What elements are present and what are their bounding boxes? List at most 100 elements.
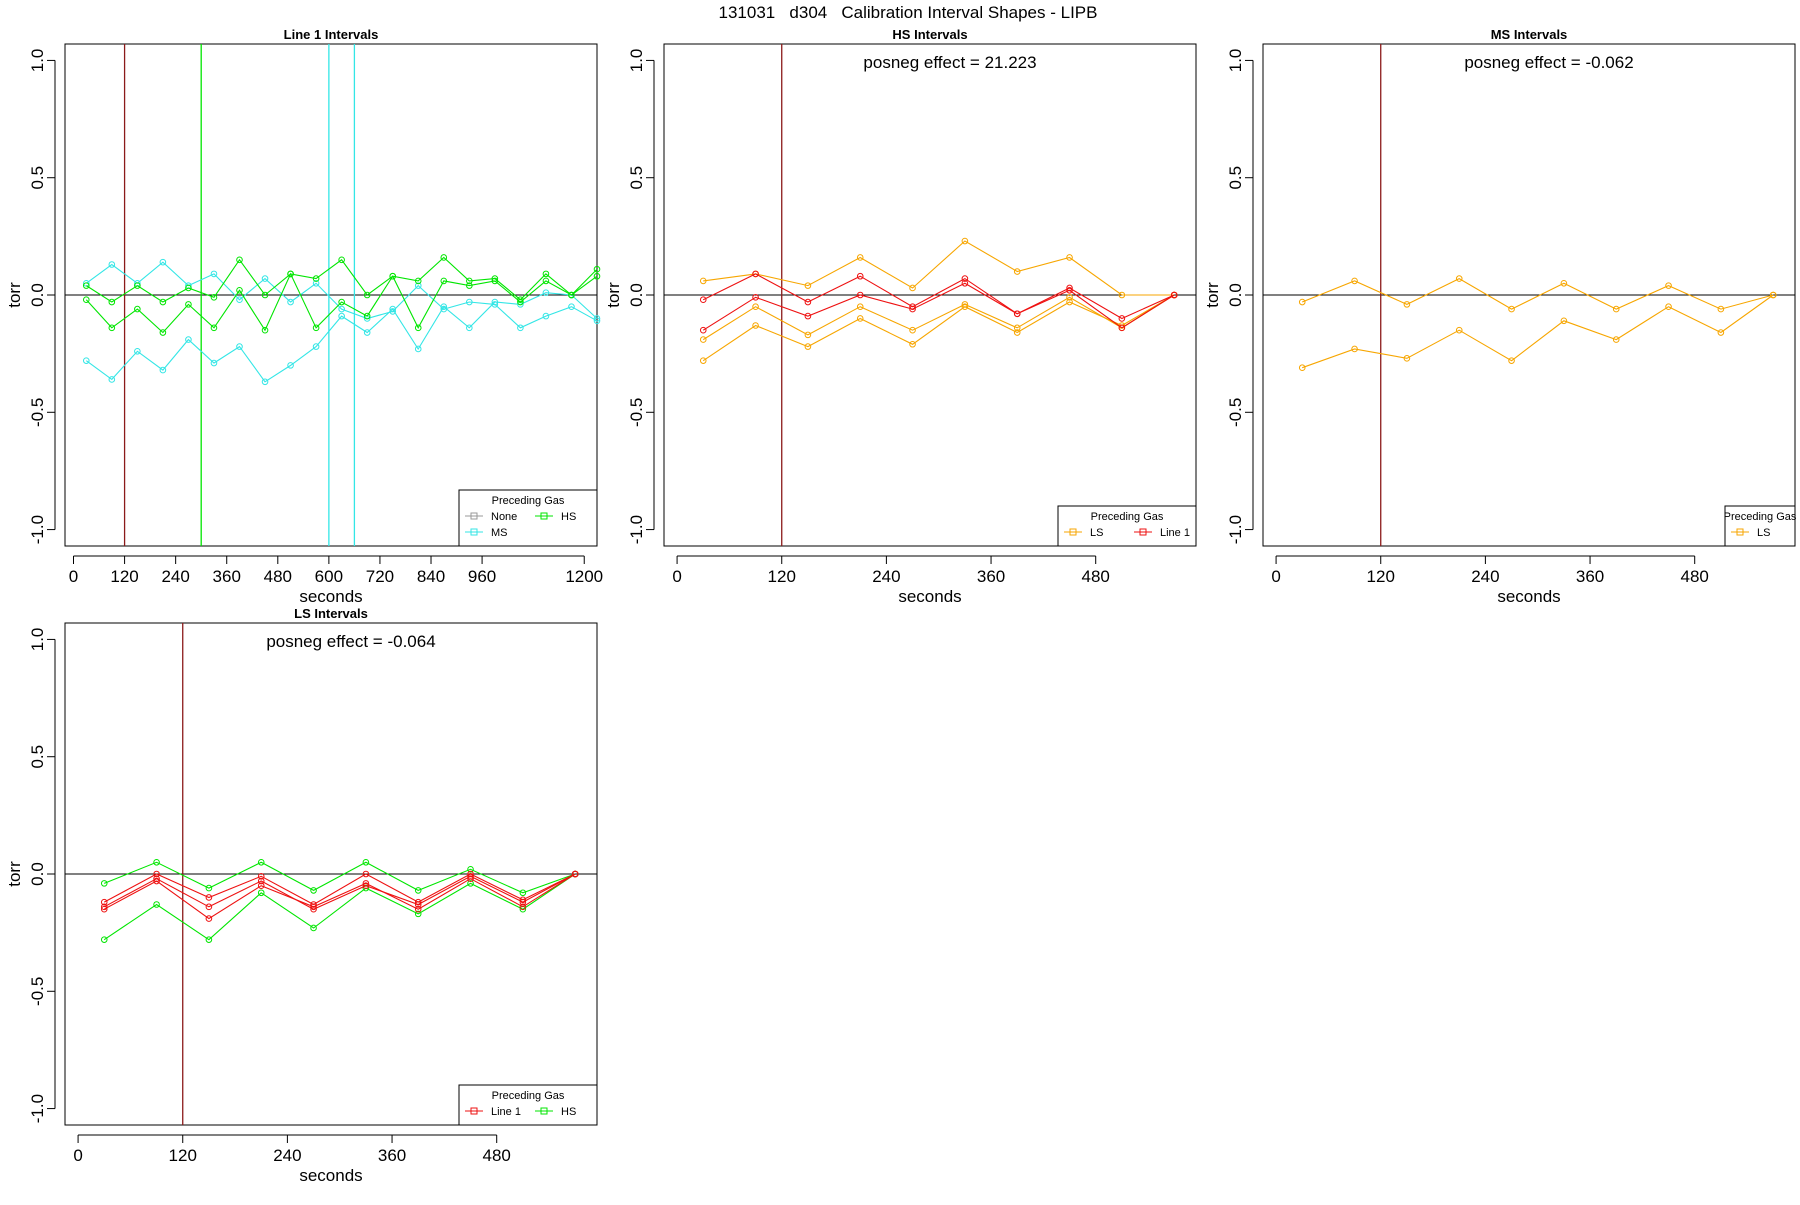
data-point: [153, 901, 160, 908]
data-point: [205, 894, 213, 901]
data-point: [1118, 324, 1126, 332]
data-point: [804, 282, 812, 289]
data-point: [312, 279, 320, 287]
data-point: [100, 903, 108, 911]
x-tick-label: 0: [1271, 567, 1280, 586]
data-point: [414, 282, 422, 289]
legend-entry-label: HS: [561, 511, 576, 523]
data-point: [542, 289, 550, 296]
data-point: [414, 887, 422, 894]
panel-title: HS Intervals: [892, 27, 967, 42]
data-point: [82, 282, 90, 289]
data-point: [1665, 282, 1672, 289]
data-point: [108, 324, 116, 332]
data-point: [338, 312, 345, 320]
series-line: [85, 261, 598, 329]
data-point: [856, 315, 864, 322]
data-point: [856, 303, 864, 311]
data-point: [1351, 345, 1358, 353]
legend-swatch-marker: [1069, 528, 1077, 536]
chart-panel-1: Line 1 Intervals 0 120 240 360 480 600 720 840 96…: [5, 27, 603, 606]
data-point: [257, 873, 265, 880]
x-tick-label: 840: [417, 567, 445, 586]
data-point: [593, 272, 601, 280]
x-tick-label: 960: [468, 567, 496, 586]
posneg-annotation: posneg effect = -0.064: [266, 632, 435, 651]
series-line: [103, 873, 576, 906]
x-tick-label: 600: [315, 567, 343, 586]
legend-entry-label: MS: [491, 527, 508, 539]
data-point: [159, 258, 167, 266]
data-point: [699, 326, 707, 334]
chart-panel-3: MS Intervals 0 120 240 360 480 seconds -1.0 -0.5…: [1203, 27, 1797, 606]
figure-title: 131031 d304 Calibration Interval Shapes …: [719, 3, 1098, 22]
data-point: [100, 905, 108, 913]
series-line: [703, 240, 1175, 296]
data-point: [261, 378, 269, 386]
y-tick-label: 0.0: [28, 283, 47, 307]
x-tick-label: 120: [1367, 567, 1395, 586]
data-point: [752, 322, 759, 329]
legend-swatch-marker: [470, 1107, 478, 1115]
data-point: [414, 345, 422, 353]
data-point: [82, 296, 90, 303]
legend-entry-label: None: [491, 511, 517, 523]
data-point: [519, 898, 527, 906]
data-point: [1066, 298, 1073, 306]
data-point: [1612, 305, 1620, 313]
data-point: [1769, 291, 1777, 299]
data-point: [236, 343, 243, 350]
data-point: [153, 858, 160, 866]
data-point: [159, 366, 167, 374]
data-point: [542, 312, 550, 320]
y-tick-label: -1.0: [1226, 515, 1245, 544]
x-axis-label: seconds: [299, 1166, 362, 1185]
data-point: [804, 343, 812, 350]
data-point: [362, 870, 370, 878]
data-point: [185, 336, 192, 343]
x-axis-label: seconds: [1497, 587, 1560, 606]
x-tick-label: 0: [69, 567, 78, 586]
data-point: [542, 270, 550, 278]
data-point: [752, 303, 759, 311]
y-tick-label: 0.0: [1226, 283, 1245, 307]
data-point: [134, 347, 141, 355]
data-point: [153, 877, 160, 885]
x-tick-label: 120: [768, 567, 796, 586]
data-point: [1066, 254, 1073, 261]
data-point: [1170, 291, 1178, 299]
chart-panel-2: HS Intervals 0 120 240 360 480 seconds -1.0 -0.5…: [604, 27, 1197, 606]
data-point: [261, 326, 269, 334]
data-point: [414, 905, 422, 913]
x-axis-label: seconds: [898, 587, 961, 606]
data-point: [467, 875, 474, 882]
legend-entry-label: LS: [1757, 527, 1770, 539]
data-point: [440, 277, 448, 285]
data-point: [134, 305, 141, 313]
y-axis-label: torr: [1203, 282, 1222, 308]
data-point: [210, 359, 218, 367]
data-point: [287, 270, 294, 278]
data-point: [519, 889, 527, 897]
data-point: [593, 315, 601, 322]
posneg-annotation: posneg effect = 21.223: [863, 53, 1036, 72]
data-point: [1066, 294, 1073, 301]
data-point: [159, 329, 167, 336]
data-point: [362, 858, 370, 866]
legend-entry-label: LS: [1090, 527, 1103, 539]
y-tick-label: -0.5: [28, 398, 47, 427]
y-tick-label: 0.5: [28, 166, 47, 190]
x-tick-label: 480: [1082, 567, 1110, 586]
x-tick-label: 360: [213, 567, 241, 586]
data-point: [804, 298, 812, 306]
legend-title: Preceding Gas: [1091, 511, 1164, 523]
x-tick-label: 1200: [565, 567, 603, 586]
y-tick-label: -0.5: [28, 977, 47, 1006]
data-point: [1403, 355, 1411, 362]
x-tick-label: 360: [1576, 567, 1604, 586]
data-point: [363, 329, 371, 336]
data-point: [389, 305, 397, 313]
data-point: [338, 256, 345, 264]
legend-entry-label: Line 1: [491, 1106, 521, 1118]
x-axis-label: seconds: [299, 587, 362, 606]
